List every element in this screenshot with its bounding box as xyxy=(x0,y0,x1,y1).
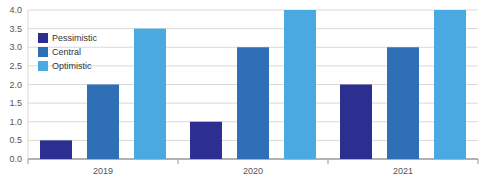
legend: Pessimistic Central Optimistic xyxy=(38,33,98,71)
y-tick-label: 3.5 xyxy=(9,24,22,34)
bar xyxy=(284,10,316,159)
bar xyxy=(237,47,269,159)
legend-label: Optimistic xyxy=(52,61,92,71)
bar xyxy=(340,85,372,160)
legend-swatch xyxy=(38,47,48,57)
x-tick-label: 2019 xyxy=(93,166,113,176)
bar xyxy=(87,85,119,160)
x-tick-label: 2021 xyxy=(393,166,413,176)
chart: 0.0 0.5 1.0 1.5 2.0 2.5 3.0 3.5 4.0 2019 2020 2021 P… xyxy=(0,0,480,183)
y-tick-label: 4.0 xyxy=(9,5,22,15)
y-tick-label: 1.5 xyxy=(9,98,22,108)
grid-line xyxy=(28,28,478,29)
legend-label: Central xyxy=(52,47,81,57)
bar xyxy=(190,122,222,159)
x-tick-label: 2020 xyxy=(243,166,263,176)
bar xyxy=(434,10,466,159)
y-axis-line xyxy=(28,10,29,159)
chart-svg: 0.0 0.5 1.0 1.5 2.0 2.5 3.0 3.5 4.0 2019 2020 2021 P… xyxy=(0,0,480,183)
y-tick-label: 2.5 xyxy=(9,61,22,71)
y-tick-label: 2.0 xyxy=(9,80,22,90)
bar xyxy=(134,29,166,159)
grid-line xyxy=(28,10,478,11)
x-tick xyxy=(478,159,479,164)
bars xyxy=(40,10,466,159)
legend-swatch xyxy=(38,33,48,43)
y-tick-label: 3.0 xyxy=(9,42,22,52)
x-tick xyxy=(178,159,179,164)
y-tick-label: 1.0 xyxy=(9,117,22,127)
y-tick-label: 0.5 xyxy=(9,135,22,145)
bar xyxy=(40,140,72,159)
legend-label: Pessimistic xyxy=(52,33,98,43)
grid xyxy=(28,10,478,159)
bar xyxy=(387,47,419,159)
legend-swatch xyxy=(38,61,48,71)
x-tick xyxy=(28,159,29,164)
y-tick-label: 0.0 xyxy=(9,154,22,164)
x-tick xyxy=(328,159,329,164)
